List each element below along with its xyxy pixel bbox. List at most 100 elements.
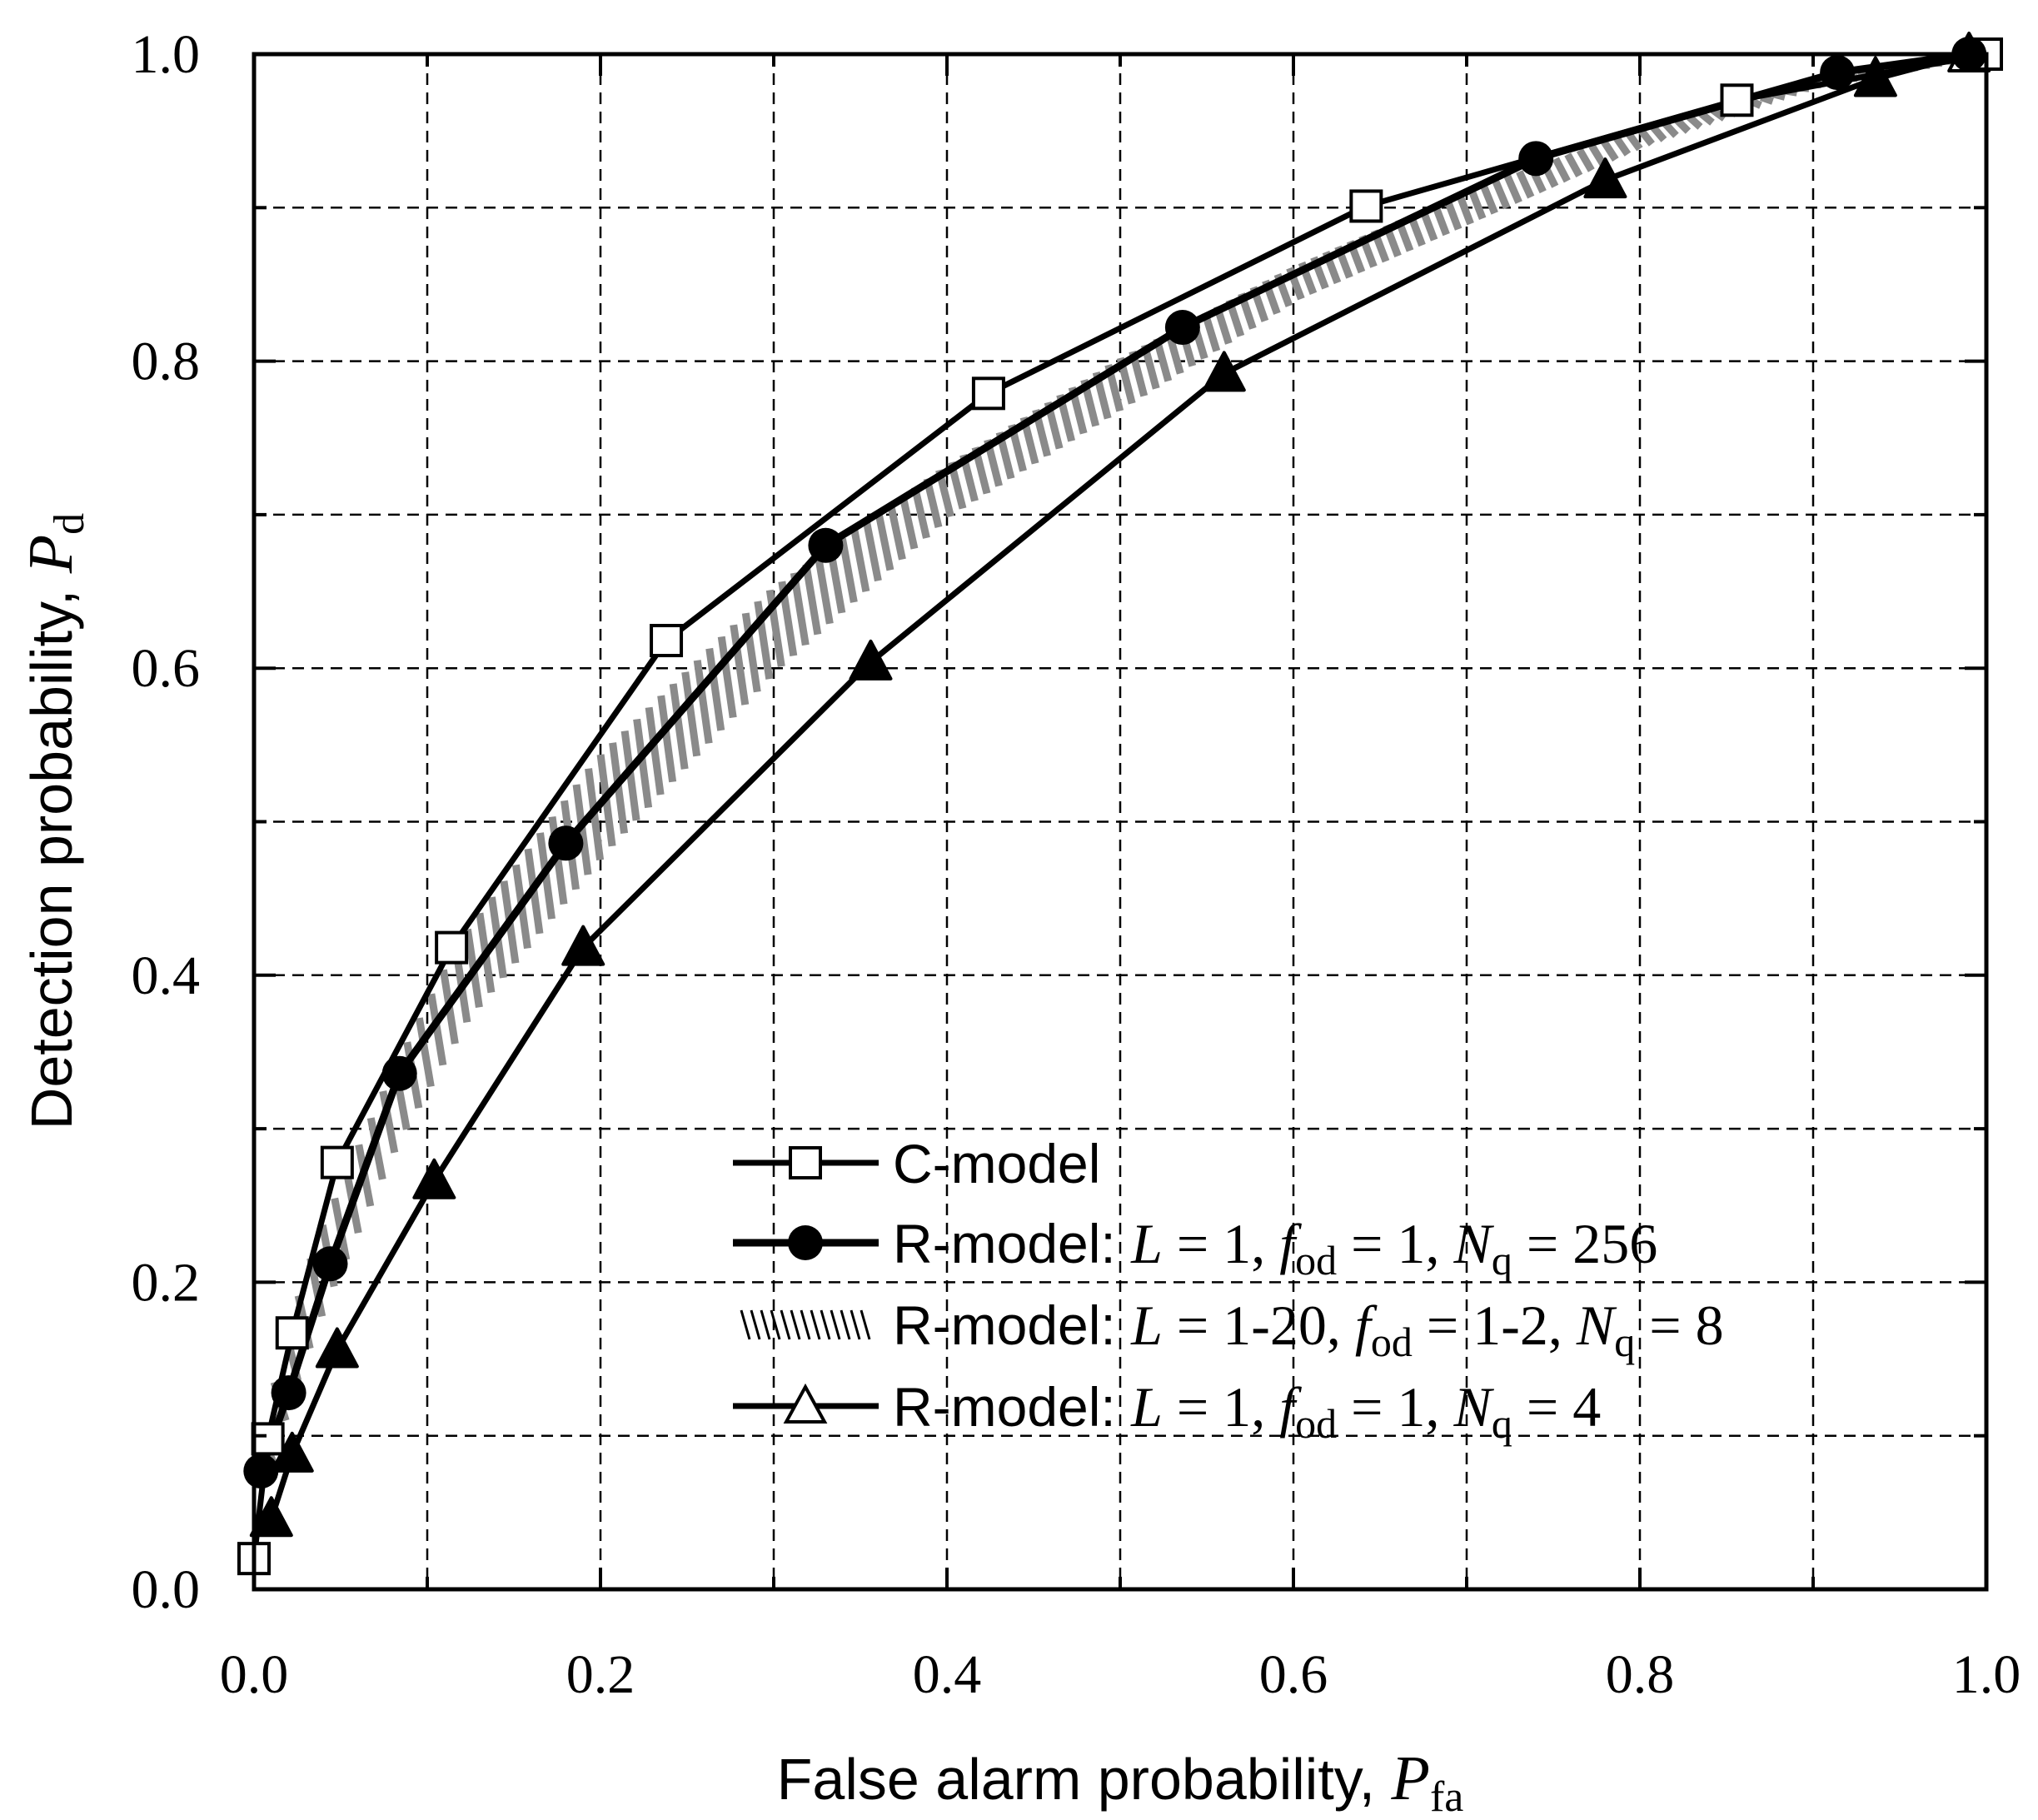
hatch-stroke: [1503, 174, 1522, 204]
hatch-stroke: [1601, 139, 1619, 162]
hatch-stroke: [693, 660, 713, 744]
hatch-stroke: [1467, 187, 1487, 220]
marker-filled-triangle: [315, 1327, 359, 1369]
series-markers: [237, 32, 2003, 1576]
y-tick-label: 0.0: [132, 1559, 201, 1620]
marker-open-square: [275, 1316, 309, 1350]
legend-marker-filled-circle: [788, 1225, 823, 1260]
marker-filled-circle: [808, 527, 844, 563]
marker-filled-circle: [312, 1246, 348, 1282]
legend-hatch-stroke: [850, 1309, 861, 1340]
x-tick-label: 0.4: [913, 1644, 982, 1705]
x-tick-label: 0.8: [1606, 1644, 1675, 1705]
hatch-stroke: [814, 555, 834, 625]
x-tick-label: 0.2: [566, 1644, 635, 1705]
marker-open-square: [650, 624, 684, 658]
series-line-r-model-nq4: [268, 51, 1971, 1520]
hatch-stroke: [427, 993, 447, 1066]
marker-filled-circle: [271, 1375, 306, 1411]
hatch-stroke: [1492, 178, 1511, 210]
legend-hatch-stroke: [740, 1309, 751, 1340]
legend-entry-r-model-nq4: R-model: L = 1, fod = 1, Nq = 4: [733, 1375, 1601, 1447]
marker-filled-triangle: [412, 1158, 456, 1199]
hatch-stroke: [911, 486, 930, 539]
legend-hatch-stroke: [840, 1309, 851, 1340]
marker-filled-circle: [381, 1055, 417, 1091]
hatch-stroke: [838, 537, 858, 603]
marker-open-square: [971, 376, 1005, 411]
marker-filled-circle: [243, 1454, 279, 1489]
marker-open-square: [1349, 189, 1383, 223]
marker-filled-circle: [1820, 55, 1856, 91]
y-tick-label: 0.6: [132, 638, 201, 699]
hatch-stroke: [620, 730, 640, 821]
hatch-stroke: [1552, 157, 1571, 183]
hatch-stroke: [669, 683, 689, 770]
legend-entry-r-model-nq8: R-model: L = 1-20, fod = 1-2, Nq = 8: [740, 1294, 1724, 1365]
marker-open-square: [320, 1145, 354, 1179]
hatch-stroke: [1564, 152, 1583, 178]
legend-label-r-model-nq256: R-model: L = 1, fod = 1, Nq = 256: [893, 1212, 1657, 1284]
legend-hatch-stroke: [820, 1309, 831, 1340]
marker-filled-triangle: [1853, 56, 1897, 97]
hatch-stroke: [730, 624, 750, 706]
x-axis-title: False alarm probability, Pfa: [777, 1743, 1464, 1820]
hatch-stroke: [1588, 143, 1607, 167]
hatch-stroke: [899, 495, 919, 550]
legend-label-c-model: C-model: [893, 1133, 1100, 1194]
grid-lines: [254, 54, 1986, 1589]
hatch-stroke: [802, 563, 822, 636]
hatch-stroke: [1479, 182, 1498, 215]
marker-open-square: [435, 930, 469, 965]
y-tick-label: 0.4: [132, 945, 201, 1006]
hatch-stroke: [657, 695, 677, 783]
hatch-stroke: [887, 503, 906, 561]
hatch-stroke: [705, 647, 725, 731]
x-tick-label: 0.6: [1259, 1644, 1328, 1705]
marker-open-square: [1720, 83, 1754, 117]
hatch-stroke: [850, 529, 870, 592]
marker-open-square: [251, 1422, 285, 1456]
hatch-stroke: [366, 1117, 386, 1180]
y-axis-title: Detection probability, Pd: [16, 513, 93, 1129]
hatch-stroke: [1576, 147, 1595, 172]
legend-entry-r-model-nq256: R-model: L = 1, fod = 1, Nq = 256: [733, 1212, 1657, 1284]
hatch-stroke: [1625, 131, 1643, 152]
x-tick-label: 0.0: [220, 1644, 289, 1705]
hatch-stroke: [681, 671, 701, 757]
hatch-stroke: [741, 612, 761, 693]
legend-marker-open-square: [789, 1146, 822, 1179]
series-line-r-model-nq256: [257, 50, 1970, 1473]
legend-hatch-stroke: [770, 1309, 781, 1340]
legend-hatch-stroke: [800, 1309, 811, 1340]
hatch-stroke: [1612, 135, 1632, 157]
marker-filled-triangle: [1583, 157, 1627, 199]
marker-filled-circle: [1164, 310, 1200, 346]
y-tick-label: 1.0: [132, 24, 201, 85]
legend-hatch-stroke: [750, 1309, 761, 1340]
legend-hatch-stroke: [860, 1309, 871, 1340]
y-tick-label: 0.2: [132, 1252, 201, 1313]
hatch-stroke: [862, 521, 882, 582]
axis-ticks: [252, 52, 1988, 1591]
legend-hatch-stroke: [780, 1309, 791, 1340]
marker-filled-triangle: [1202, 351, 1246, 392]
hatch-stroke: [633, 718, 653, 809]
x-tick-label: 1.0: [1952, 1644, 2021, 1705]
hatch-stroke: [645, 706, 665, 795]
hatch-stroke: [754, 601, 774, 680]
hatch-stroke: [923, 477, 943, 529]
legend-hatch-stroke: [790, 1309, 801, 1340]
y-tick-label: 0.8: [132, 332, 201, 392]
hatch-stroke: [717, 636, 737, 719]
legend-marker-open-triangle: [783, 1383, 828, 1424]
legend-label-r-model-nq4: R-model: L = 1, fod = 1, Nq = 4: [893, 1375, 1601, 1447]
legend-hatch-stroke: [760, 1309, 771, 1340]
legend-hatch-stroke: [830, 1309, 841, 1340]
marker-filled-circle: [1518, 141, 1554, 177]
hatch-stroke: [1516, 170, 1535, 199]
legend-label-r-model-nq8: R-model: L = 1-20, fod = 1-2, Nq = 8: [893, 1294, 1724, 1365]
legend-entry-c-model: C-model: [733, 1133, 1100, 1194]
legend-marker-hatch: [740, 1309, 871, 1340]
